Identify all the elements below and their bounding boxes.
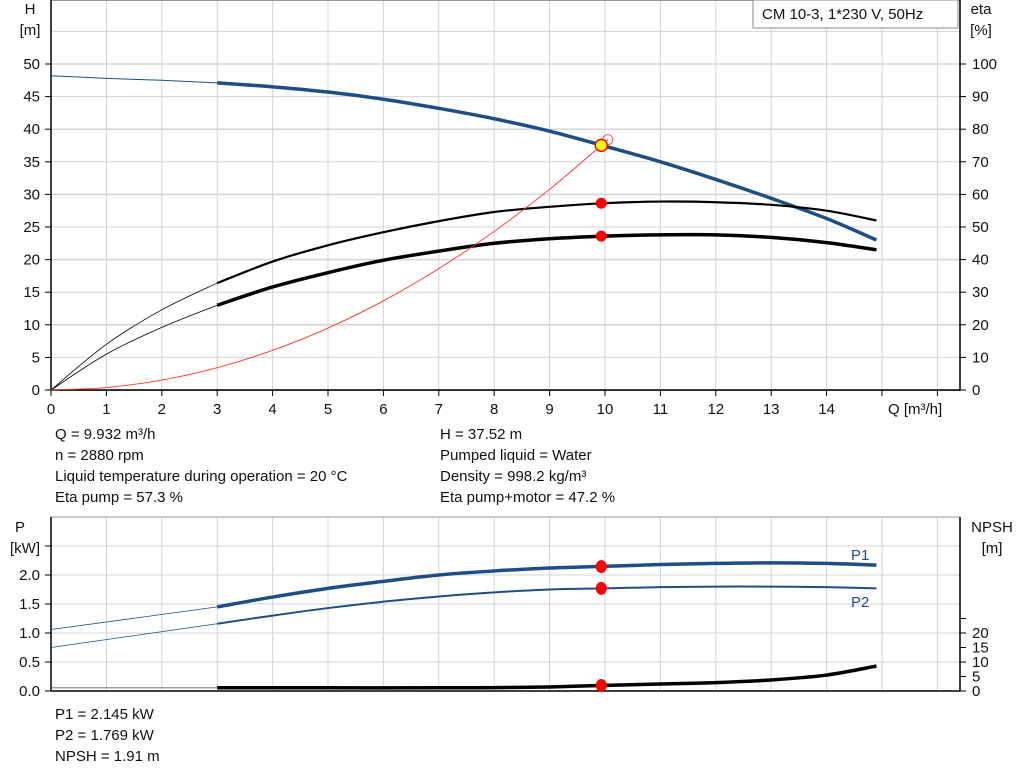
curve-p2 [217, 585, 877, 625]
eta-tick-label: 20 [972, 317, 989, 334]
eta-tick-label: 70 [972, 154, 989, 171]
h-tick-label: 40 [23, 121, 40, 138]
h-tick-label: 0 [32, 382, 40, 399]
info-npsh: NPSH = 1.91 m [55, 748, 160, 765]
info-temperature: Liquid temperature during operation = 20… [55, 468, 348, 485]
p1-duty-marker [595, 560, 607, 574]
eta-tick-label: 30 [972, 284, 989, 301]
eta-tick-label: 80 [972, 121, 989, 138]
p-tick-label: 2.0 [19, 567, 40, 584]
eta-tick-label: 50 [972, 219, 989, 236]
curve-eta_pump_motor [216, 232, 877, 307]
curve-head [217, 81, 878, 242]
eta-pump-motor-duty-marker [595, 230, 607, 242]
h-tick-label: 30 [23, 186, 40, 203]
h-tick-label: 25 [23, 219, 40, 236]
eta-tick-label: 100 [972, 56, 997, 73]
q-tick-label: 1 [102, 401, 110, 418]
h-tick-label: 5 [32, 349, 40, 366]
info-liquid: Pumped liquid = Water [440, 447, 592, 464]
curve-eta_pump [216, 200, 877, 285]
curve-p1-extrapolated [50, 606, 218, 630]
p1-label: P1 [851, 547, 869, 564]
curve-eta_pump_motor-extrapolated [50, 304, 218, 391]
npsh-duty-marker [595, 678, 607, 692]
curve-system [50, 139, 609, 391]
npsh-tick-label: 0 [972, 683, 980, 700]
eta-axis-unit: [%] [970, 22, 992, 39]
p-tick-label: 0.0 [19, 683, 40, 700]
p-tick-label: 0.5 [19, 654, 40, 671]
p-tick-label: 1.5 [19, 596, 40, 613]
curve-head-extrapolated [50, 75, 218, 84]
power-info: P1 = 2.145 kW P2 = 1.769 kW NPSH = 1.91 … [55, 704, 160, 767]
curves [50, 75, 878, 692]
q-tick-label: 4 [268, 401, 276, 418]
npsh-tick-label: 10 [972, 654, 989, 671]
h-axis-unit: [m] [20, 22, 41, 39]
h-tick-label: 20 [23, 252, 40, 269]
bottom-chart-grid [50, 516, 961, 692]
axis-labels: 0510152025303540455001020304050607080901… [10, 1, 1013, 700]
q-tick-label: 14 [818, 401, 835, 418]
q-tick-label: 3 [213, 401, 221, 418]
eta-pump-duty-marker [595, 197, 607, 209]
h-tick-label: 45 [23, 89, 40, 106]
npsh-axis-unit: [m] [982, 540, 1003, 557]
q-tick-label: 2 [158, 401, 166, 418]
eta-tick-label: 0 [972, 382, 980, 399]
q-tick-label: 0 [47, 401, 55, 418]
p-tick-label: 1.0 [19, 625, 40, 642]
h-tick-label: 15 [23, 284, 40, 301]
h-tick-label: 10 [23, 317, 40, 334]
info-p1: P1 = 2.145 kW [55, 706, 154, 723]
npsh-tick-label: 15 [972, 640, 989, 657]
eta-tick-label: 90 [972, 89, 989, 106]
h-axis-label: H [25, 1, 36, 18]
info-eta-pump-motor: Eta pump+motor = 47.2 % [440, 489, 616, 506]
curve-p1 [216, 561, 877, 609]
duty-info-right: H = 37.52 m Pumped liquid = Water Densit… [440, 424, 615, 508]
eta-tick-label: 60 [972, 186, 989, 203]
npsh-tick-label: 20 [972, 625, 989, 642]
curve-npsh [217, 664, 877, 690]
q-tick-label: 13 [763, 401, 780, 418]
eta-tick-label: 40 [972, 252, 989, 269]
chart-title: CM 10-3, 1*230 V, 50Hz [762, 6, 923, 23]
q-tick-label: 8 [490, 401, 498, 418]
eta-tick-label: 10 [972, 349, 989, 366]
title-box: CM 10-3, 1*230 V, 50Hz [752, 0, 959, 29]
q-axis-label: Q [m³/h] [888, 401, 942, 418]
duty-info-left: Q = 9.932 m³/h n = 2880 rpm Liquid tempe… [55, 424, 347, 508]
p2-duty-marker [595, 581, 607, 595]
q-tick-label: 7 [435, 401, 443, 418]
info-density: Density = 998.2 kg/m³ [440, 468, 587, 485]
curve-eta_pump-extrapolated [50, 282, 218, 391]
q-tick-label: 5 [324, 401, 332, 418]
p-axis-unit: [kW] [10, 540, 40, 557]
duty-point-marker [594, 138, 608, 153]
eta-axis-label: eta [971, 1, 993, 18]
q-tick-label: 6 [379, 401, 387, 418]
q-tick-label: 12 [707, 401, 724, 418]
h-tick-label: 50 [23, 56, 40, 73]
q-tick-label: 9 [545, 401, 553, 418]
info-p2: P2 = 1.769 kW [55, 727, 154, 744]
top-plot-frame [50, 0, 961, 391]
q-tick-label: 11 [653, 401, 669, 418]
npsh-tick-label: 5 [972, 669, 980, 686]
curve-p2-extrapolated [50, 623, 218, 648]
info-flow: Q = 9.932 m³/h [55, 426, 156, 443]
info-head: H = 37.52 m [440, 426, 523, 443]
top-chart-grid [50, 0, 961, 391]
info-speed: n = 2880 rpm [55, 447, 144, 464]
npsh-axis-label: NPSH [971, 519, 1013, 536]
p2-label: P2 [851, 594, 869, 611]
info-eta-pump: Eta pump = 57.3 % [55, 489, 183, 506]
h-tick-label: 35 [23, 154, 40, 171]
p-axis-label: P [15, 519, 25, 536]
q-tick-label: 10 [597, 401, 614, 418]
